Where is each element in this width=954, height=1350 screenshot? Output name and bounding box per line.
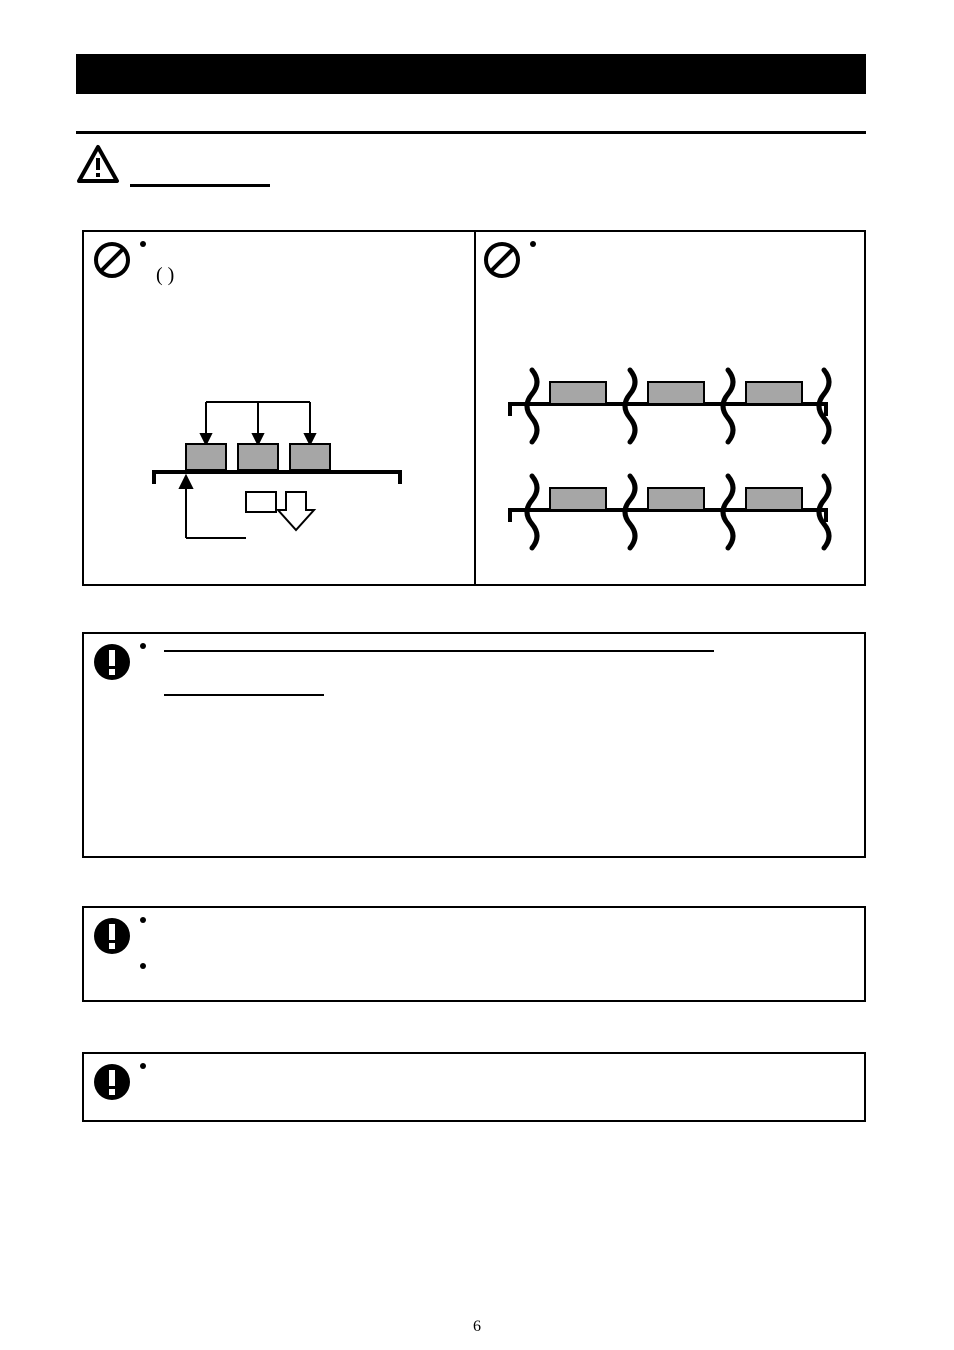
underline-long — [164, 650, 714, 652]
notice-box-2 — [82, 906, 866, 1002]
notice-box-1 — [82, 632, 866, 858]
underline-short — [164, 694, 324, 696]
prohibit-icon — [482, 240, 522, 280]
diagram-platform — [128, 342, 428, 572]
mandatory-icon — [92, 1062, 132, 1102]
warning-cell-right — [474, 232, 864, 584]
caution-heading — [130, 159, 270, 187]
bullet-icon — [140, 917, 146, 923]
prohibit-icon — [92, 240, 132, 280]
bullet-icon — [530, 241, 536, 247]
bullet-icon — [140, 963, 146, 969]
bullet-icon — [140, 1063, 146, 1069]
mandatory-icon — [92, 916, 132, 956]
warning-grid: ( ) — [82, 230, 866, 586]
diagram-heatwaves — [488, 352, 848, 582]
section-divider — [76, 131, 866, 134]
page: ( ) — [0, 0, 954, 1350]
page-number: 6 — [0, 1318, 954, 1336]
bullet-icon — [140, 241, 146, 247]
mandatory-icon — [92, 642, 132, 682]
header-black-bar — [76, 54, 866, 94]
notice-box-3 — [82, 1052, 866, 1122]
warning-cell-left: ( ) — [84, 232, 474, 584]
bullet-icon — [140, 643, 146, 649]
paren-text: ( ) — [156, 264, 174, 287]
caution-triangle-icon — [76, 144, 120, 184]
